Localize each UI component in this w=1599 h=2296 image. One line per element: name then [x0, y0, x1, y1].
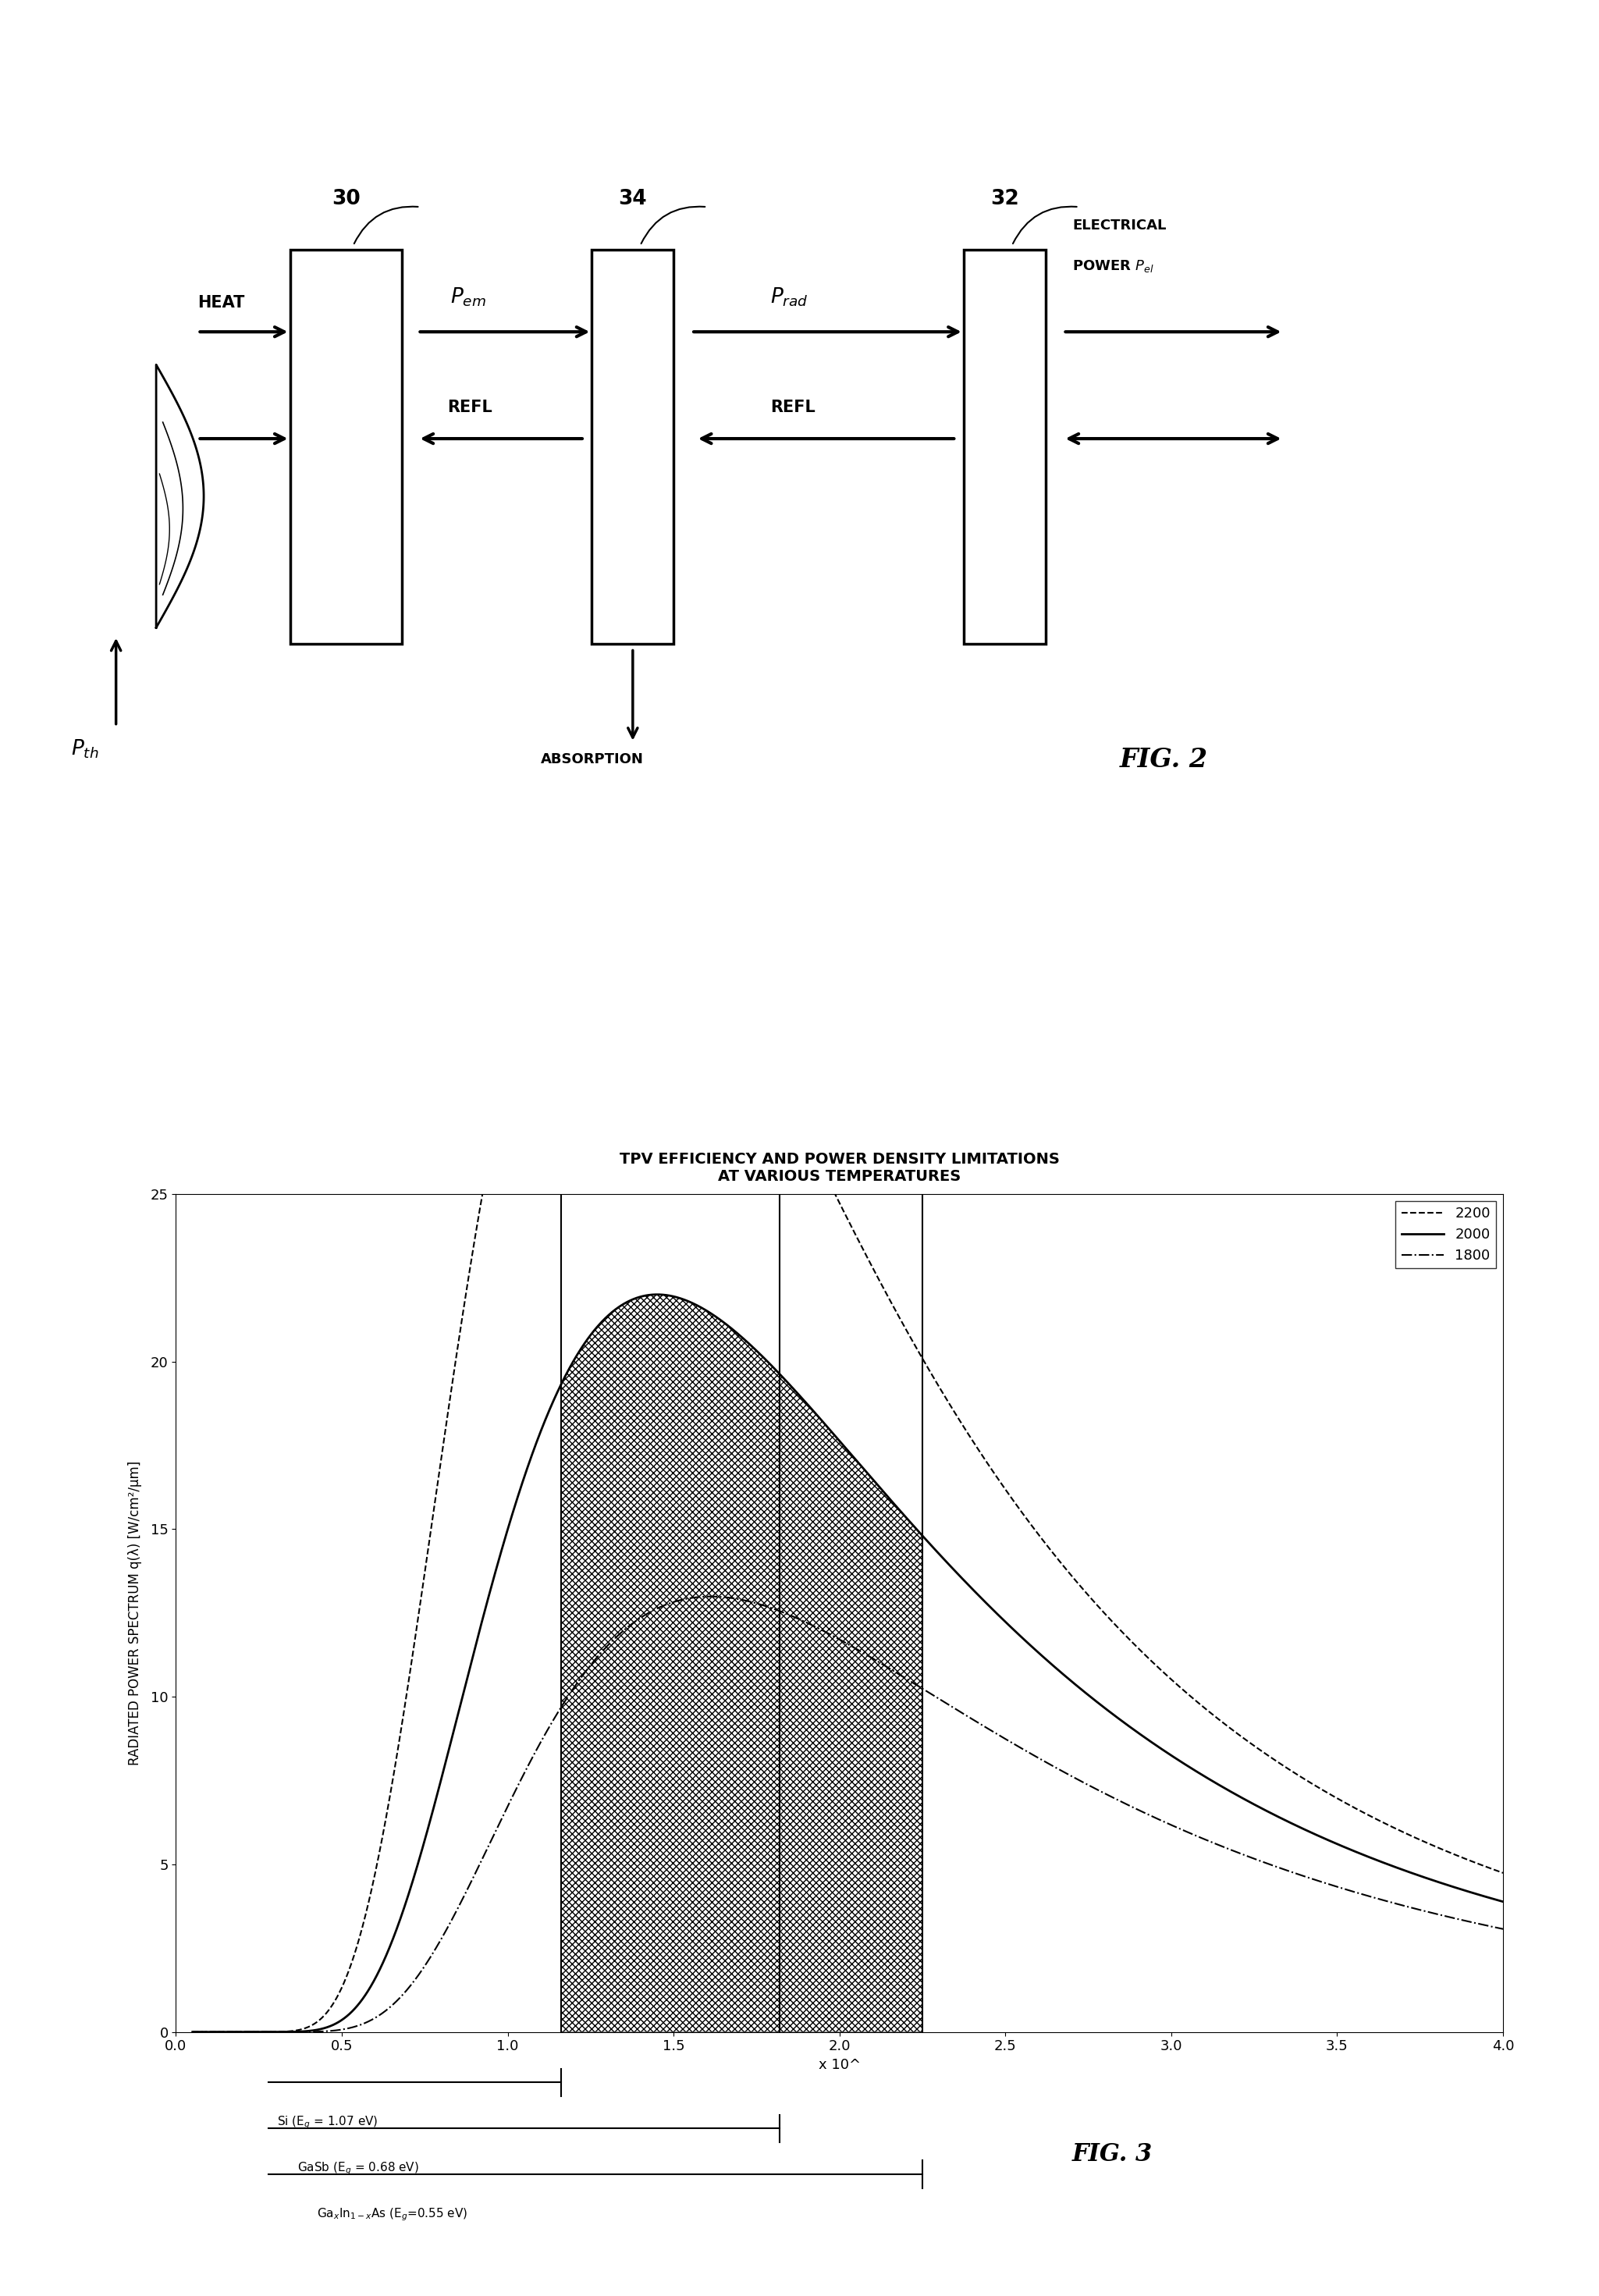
Text: Ga$_x$In$_{1-x}$As (E$_g$=0.55 eV): Ga$_x$In$_{1-x}$As (E$_g$=0.55 eV) [317, 2206, 467, 2223]
1800 [702, 1582, 721, 1609]
Line: 1800: 1800 [192, 1596, 1503, 2032]
2200 [333, 1975, 352, 2002]
2000 [409, 1844, 429, 1871]
Line: 2200: 2200 [192, 845, 1503, 2032]
2000 [1493, 1887, 1513, 1915]
Line: 2000: 2000 [192, 1295, 1503, 2032]
1800 [686, 1584, 705, 1612]
Text: $P_{rad}$: $P_{rad}$ [771, 287, 807, 308]
Text: REFL: REFL [771, 400, 815, 416]
1800 [182, 2018, 201, 2046]
1800 [1327, 1874, 1346, 1901]
2000 [686, 1290, 705, 1318]
Y-axis label: RADIATED POWER SPECTRUM q(λ) [W/cm²/μm]: RADIATED POWER SPECTRUM q(λ) [W/cm²/μm] [128, 1460, 142, 1766]
Text: 30: 30 [331, 188, 360, 209]
1800 [1468, 1910, 1487, 1938]
2200 [1493, 1860, 1513, 1887]
1800 [409, 1958, 429, 1986]
Text: REFL: REFL [448, 400, 492, 416]
Legend: 2200, 2000, 1800: 2200, 2000, 1800 [1396, 1201, 1497, 1267]
Text: GaSb (E$_g$ = 0.68 eV): GaSb (E$_g$ = 0.68 eV) [297, 2161, 419, 2177]
X-axis label: x 10^: x 10^ [819, 2057, 860, 2071]
2000 [1468, 1880, 1487, 1908]
2200 [1468, 1851, 1487, 1878]
Text: $P_{em}$: $P_{em}$ [451, 287, 486, 308]
2200 [604, 831, 624, 859]
2200 [686, 907, 705, 934]
Text: ABSORPTION: ABSORPTION [540, 753, 643, 767]
1800 [333, 2016, 352, 2043]
Text: $P_{th}$: $P_{th}$ [72, 737, 99, 760]
2200 [742, 1013, 761, 1040]
2000 [742, 1334, 761, 1362]
2000 [333, 2007, 352, 2034]
1800 [742, 1589, 761, 1616]
Text: ELECTRICAL: ELECTRICAL [1073, 218, 1166, 232]
2000 [1327, 1830, 1346, 1857]
2000 [182, 2018, 201, 2046]
Text: 32: 32 [990, 188, 1019, 209]
2200 [182, 2018, 201, 2046]
2200 [1327, 1784, 1346, 1812]
1800 [1493, 1915, 1513, 1942]
Text: Si (E$_g$ = 1.07 eV): Si (E$_g$ = 1.07 eV) [277, 2115, 377, 2131]
Bar [964, 250, 1046, 645]
Text: POWER $P_{el}$: POWER $P_{el}$ [1073, 259, 1154, 273]
Text: FIG. 3: FIG. 3 [1071, 2142, 1153, 2167]
Text: HEAT: HEAT [198, 294, 245, 310]
Bar [592, 250, 673, 645]
Title: TPV EFFICIENCY AND POWER DENSITY LIMITATIONS
AT VARIOUS TEMPERATURES: TPV EFFICIENCY AND POWER DENSITY LIMITAT… [619, 1153, 1060, 1185]
2000 [648, 1281, 667, 1309]
Bar [289, 250, 401, 645]
Text: 34: 34 [619, 188, 648, 209]
2200 [409, 1593, 429, 1621]
Text: FIG. 2: FIG. 2 [1119, 746, 1209, 774]
